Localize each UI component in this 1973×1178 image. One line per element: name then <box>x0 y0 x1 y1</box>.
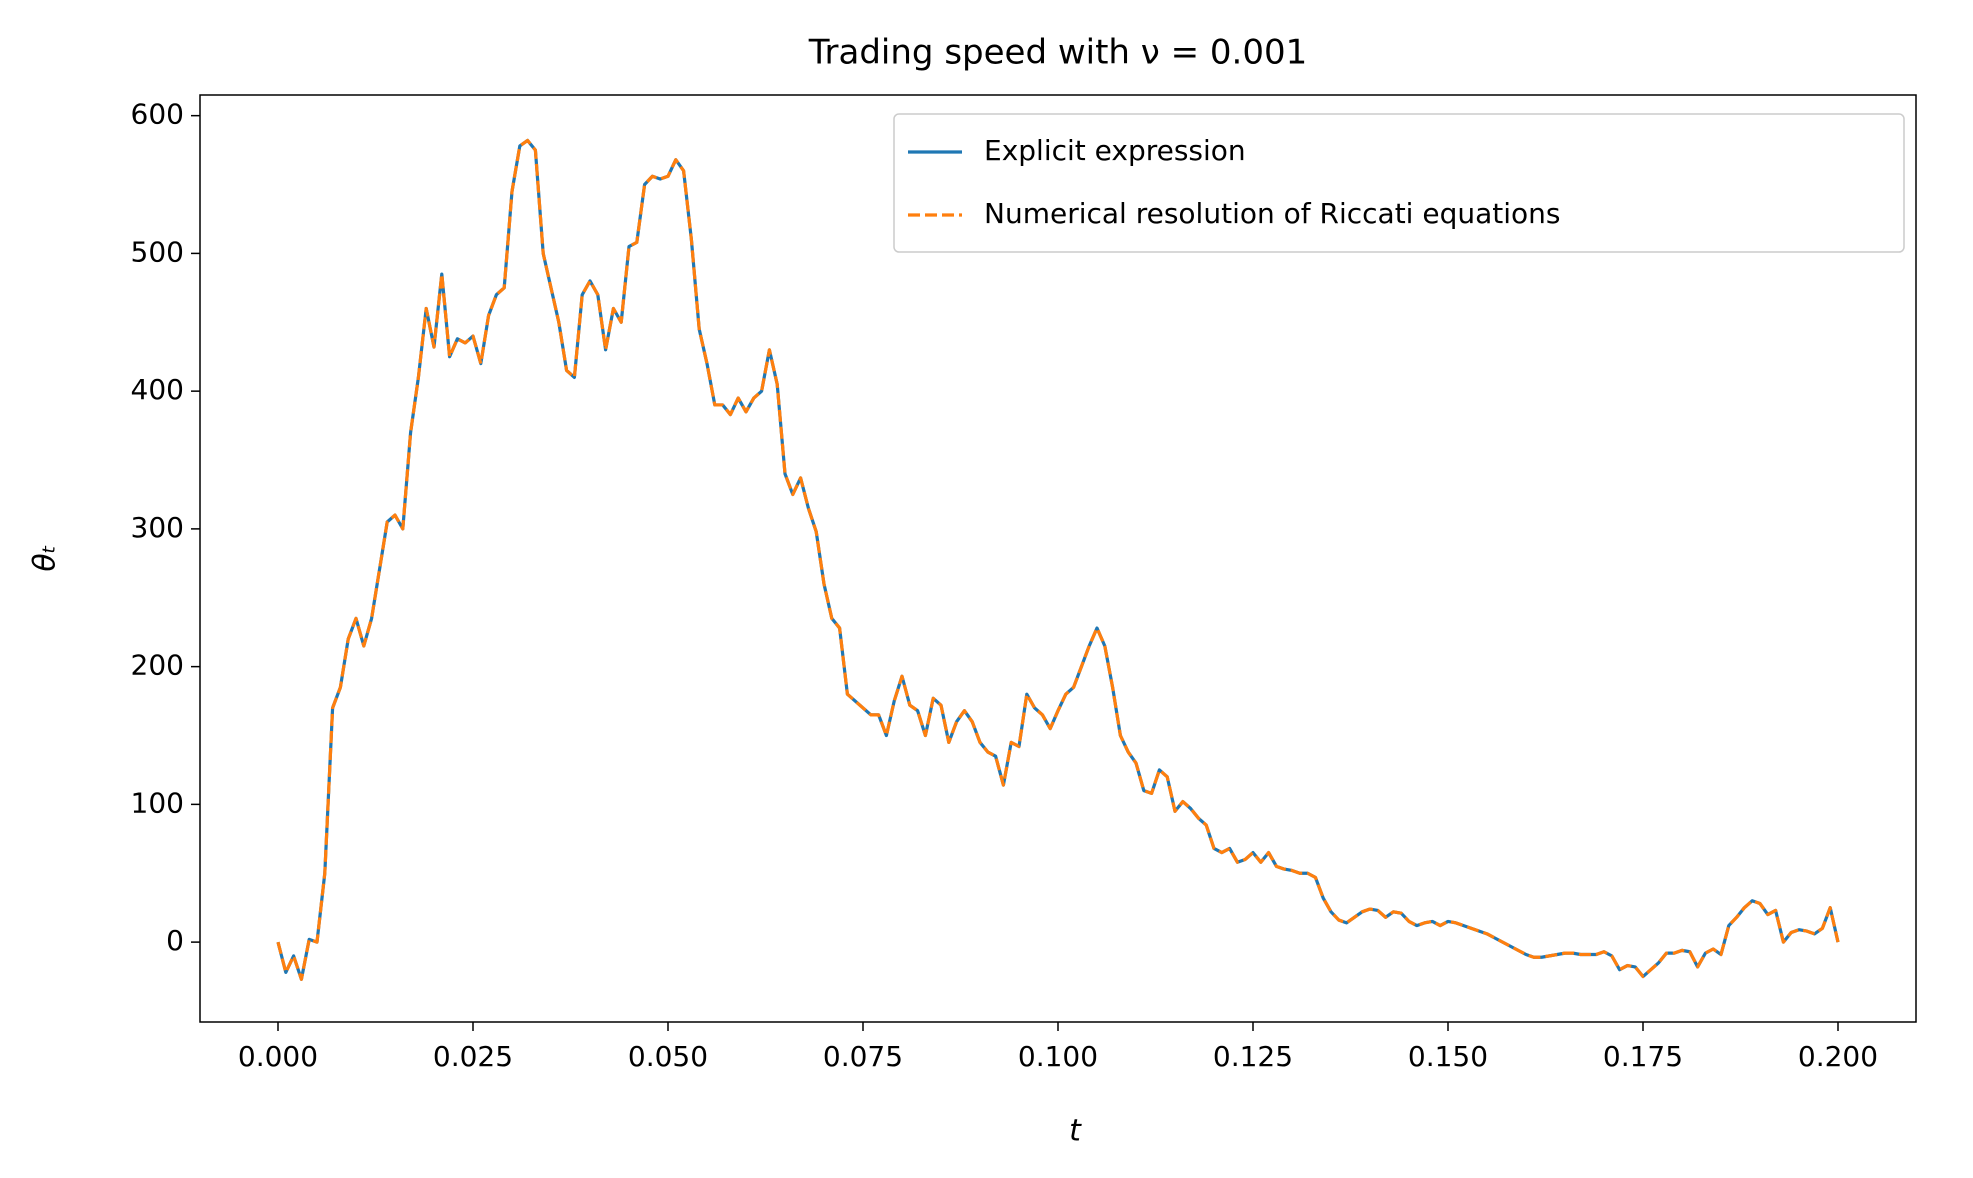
x-tick-label: 0.075 <box>823 1040 903 1073</box>
legend-box <box>893 113 1905 253</box>
y-tick-label: 200 <box>131 649 184 682</box>
x-tick-label: 0.025 <box>433 1040 513 1073</box>
y-tick-label: 600 <box>131 98 184 131</box>
x-axis-label: t <box>1069 1114 1082 1149</box>
x-tick-label: 0.050 <box>628 1040 708 1073</box>
y-tick-label: 500 <box>131 235 184 268</box>
x-tick-label: 0.125 <box>1213 1040 1293 1073</box>
y-tick-label: 300 <box>131 511 184 544</box>
chart-title: Trading speed with ν = 0.001 <box>808 33 1307 73</box>
y-tick-label: 0 <box>166 924 184 957</box>
x-tick-label: 0.175 <box>1603 1040 1683 1073</box>
y-tick-label: 400 <box>131 373 184 406</box>
y-tick-label: 100 <box>131 786 184 819</box>
x-tick-label: 0.000 <box>238 1040 318 1073</box>
x-tick-label: 0.100 <box>1018 1040 1098 1073</box>
y-axis-label: θₜ <box>28 544 63 571</box>
line-series <box>276 138 1840 981</box>
legend-label: Numerical resolution of Riccati equation… <box>984 197 1560 230</box>
x-tick-label: 0.150 <box>1408 1040 1488 1073</box>
plot-frame <box>199 94 1917 1023</box>
legend-label: Explicit expression <box>984 134 1246 167</box>
x-tick-label: 0.200 <box>1798 1040 1878 1073</box>
